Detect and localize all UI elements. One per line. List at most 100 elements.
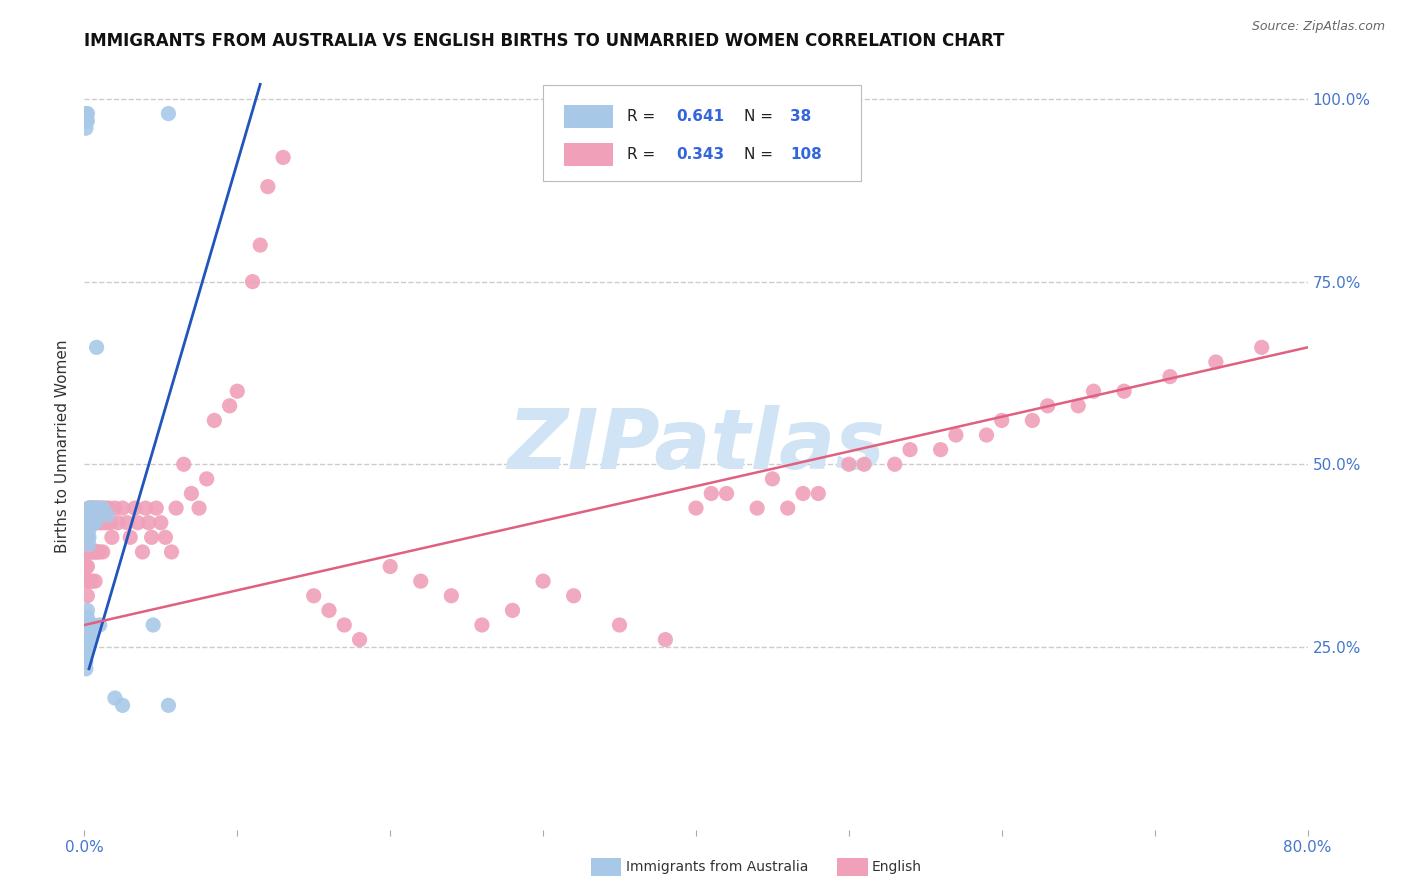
Point [86,545,108,559]
Point [89,618,111,632]
Point [87,501,110,516]
Point [218,399,240,413]
Point [90,516,112,530]
Point [86,501,108,516]
Point [104,501,127,516]
Point [84,516,107,530]
Point [76,632,98,647]
Point [80,625,103,640]
Point [127,516,149,530]
Point [94,501,117,516]
Point [76,114,98,128]
Point [654,632,676,647]
Point [76,610,98,624]
Point [776,501,799,516]
Point [75,559,97,574]
Point [145,501,167,516]
Point [76,625,98,640]
Point [333,618,356,632]
Point [77,516,100,530]
Point [80,516,103,530]
Point [440,589,463,603]
Point [898,442,921,457]
Point [1021,413,1043,427]
Point [409,574,432,589]
Point [149,516,172,530]
Point [124,501,146,516]
Point [138,516,160,530]
Point [349,632,371,647]
Point [157,698,180,713]
Point [716,486,738,500]
Point [75,655,97,669]
Point [747,501,769,516]
Point [75,574,97,589]
Point [76,640,98,654]
Text: Source: ZipAtlas.com: Source: ZipAtlas.com [1251,20,1385,33]
Point [883,457,905,471]
Point [91,545,114,559]
Text: IMMIGRANTS FROM AUSTRALIA VS ENGLISH BIRTHS TO UNMARRIED WOMEN CORRELATION CHART: IMMIGRANTS FROM AUSTRALIA VS ENGLISH BIR… [84,32,1005,50]
Point [242,275,264,289]
Text: N =: N = [744,147,778,162]
Point [77,516,100,530]
Point [111,698,134,713]
Point [77,545,100,559]
Point [87,545,110,559]
Point [761,472,783,486]
Point [83,501,105,516]
Point [135,501,157,516]
Point [84,574,107,589]
Point [86,340,108,354]
Point [77,538,100,552]
Y-axis label: Births to Unmarried Women: Births to Unmarried Women [55,339,70,553]
Point [89,501,111,516]
Point [188,501,211,516]
Point [853,457,876,471]
Point [76,589,98,603]
Point [76,106,98,120]
Point [165,501,187,516]
Point [1067,399,1090,413]
Point [75,530,97,544]
Point [929,442,952,457]
Point [77,618,100,632]
FancyBboxPatch shape [564,143,613,166]
Point [83,545,105,559]
Point [77,501,100,516]
Point [79,618,101,632]
Text: 108: 108 [790,147,823,162]
Point [83,516,105,530]
Point [75,114,97,128]
Point [96,508,118,523]
Point [157,106,180,120]
FancyBboxPatch shape [543,86,860,181]
Point [75,545,97,559]
Point [115,516,138,530]
Point [1205,355,1227,369]
Point [202,413,225,427]
Point [160,545,183,559]
Point [226,384,249,399]
Point [685,501,707,516]
Point [76,618,98,632]
Point [173,457,195,471]
Point [76,603,98,617]
Point [77,508,100,523]
Text: 0.641: 0.641 [676,109,724,124]
Point [79,501,101,516]
Point [79,501,101,516]
Point [991,413,1014,427]
Point [77,501,100,516]
Point [91,501,114,516]
Point [77,574,100,589]
Point [83,618,105,632]
Point [471,618,494,632]
Point [180,486,202,500]
Point [107,516,129,530]
Point [131,545,153,559]
Point [838,457,860,471]
Point [1083,384,1105,399]
Point [562,589,585,603]
Point [80,574,103,589]
